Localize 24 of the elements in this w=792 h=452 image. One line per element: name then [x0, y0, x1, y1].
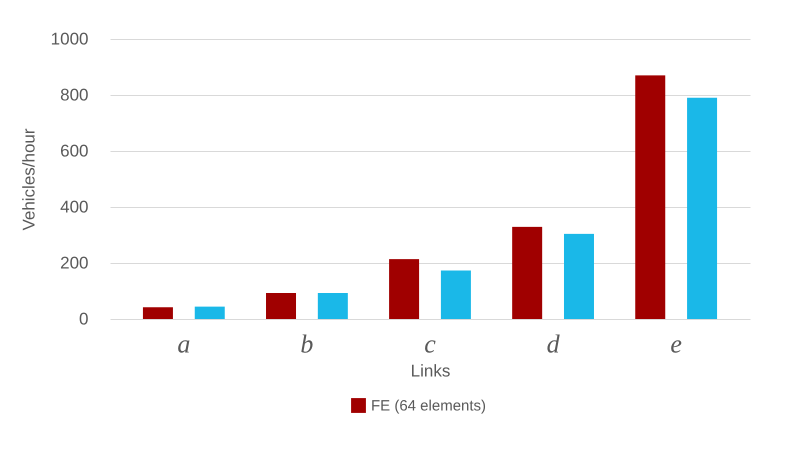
bar	[564, 234, 594, 319]
y-tick-label: 0	[79, 310, 88, 328]
bar	[194, 306, 225, 319]
y-tick-label: 600	[60, 142, 88, 160]
bar	[635, 75, 666, 319]
x-axis-title: Links	[410, 362, 450, 380]
x-tick-label: b	[300, 330, 314, 358]
x-tick-label: a	[177, 330, 190, 358]
y-tick-label: 800	[60, 86, 88, 104]
bar	[440, 270, 471, 319]
x-tick-label: c	[424, 330, 436, 358]
bar	[687, 98, 718, 319]
y-tick-label: 1000	[50, 30, 88, 48]
bar	[389, 259, 420, 319]
x-tick-label: d	[546, 330, 561, 358]
y-tick-label: 200	[60, 254, 88, 272]
bar	[266, 292, 296, 319]
y-axis-title: Vehicles/hour	[20, 128, 39, 231]
bar	[142, 307, 173, 319]
y-tick-label: 400	[60, 198, 88, 216]
x-tick-label: e	[670, 330, 682, 358]
legend-label: FE (64 elements)	[371, 398, 486, 414]
bar	[318, 292, 348, 319]
bar	[512, 226, 542, 319]
